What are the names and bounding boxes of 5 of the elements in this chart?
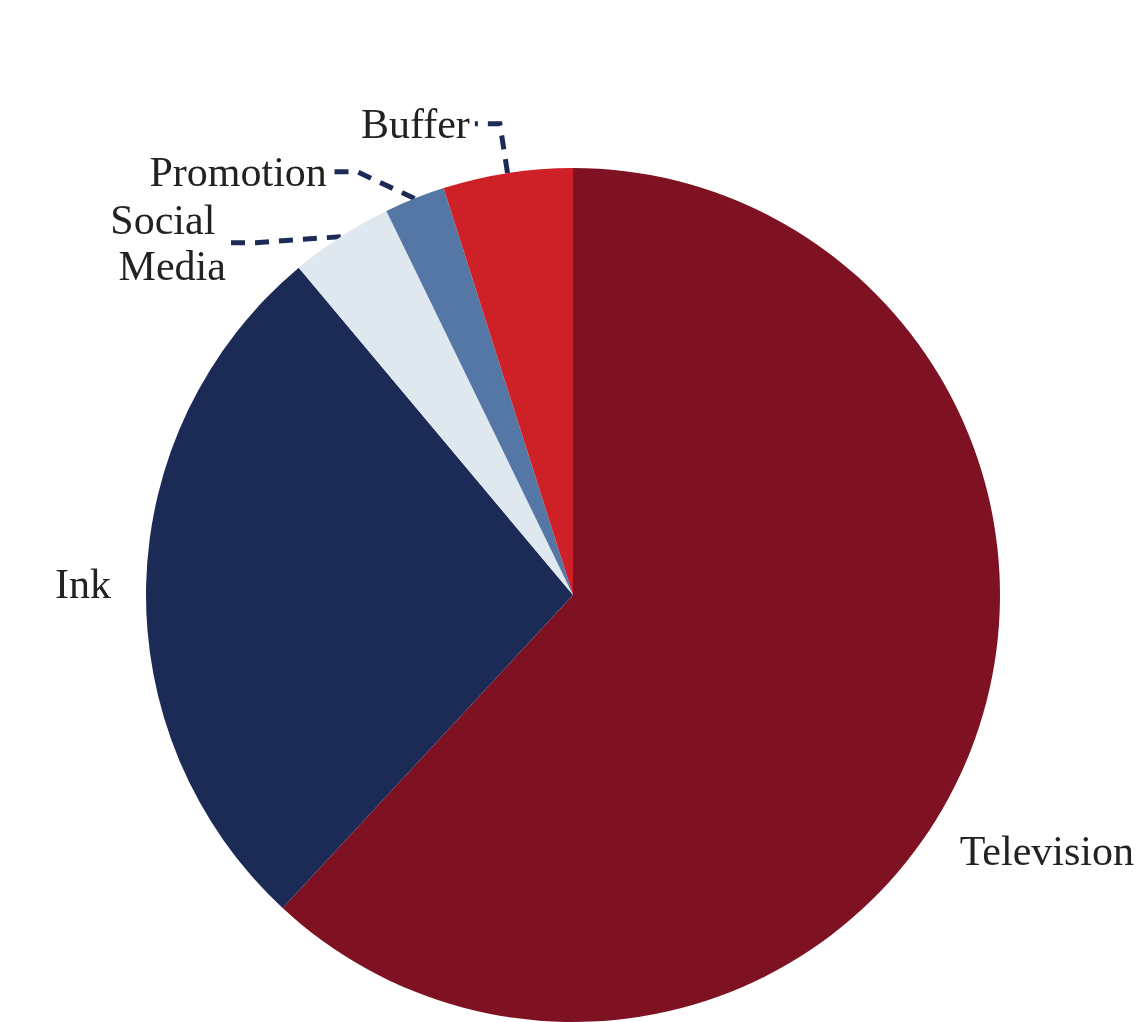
slice-label: Ink <box>55 561 112 608</box>
slice-label: Promotion <box>149 148 327 195</box>
slice-label: Social Media <box>110 196 227 289</box>
slice-label: Buffer <box>361 100 470 147</box>
slice-label: Television <box>959 828 1134 875</box>
